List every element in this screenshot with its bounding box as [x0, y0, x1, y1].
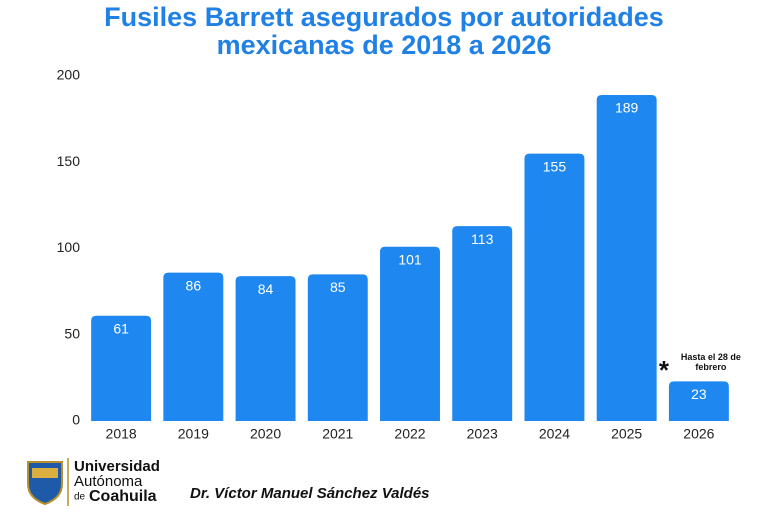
value-label: 113: [471, 231, 494, 247]
y-tick-label: 200: [57, 67, 81, 83]
bar: [524, 153, 585, 421]
university-name: de: [74, 492, 86, 503]
x-tick-label: 2023: [467, 426, 498, 442]
annotation-marker: *: [658, 355, 669, 386]
x-tick-label: 2018: [106, 426, 137, 442]
x-tick-label: 2024: [539, 426, 570, 442]
bar: [307, 274, 368, 421]
value-label: 61: [113, 320, 129, 336]
y-tick-label: 100: [57, 239, 81, 255]
y-tick-label: 50: [64, 325, 80, 341]
x-tick-label: 2022: [394, 426, 425, 442]
y-tick-label: 0: [72, 412, 80, 428]
x-tick-label: 2019: [178, 426, 209, 442]
bar: [596, 94, 657, 421]
x-tick-label: 2026: [683, 426, 714, 442]
value-label: 86: [186, 277, 202, 293]
bar: [452, 226, 513, 421]
x-tick-label: 2020: [250, 426, 281, 442]
author: Dr. Víctor Manuel Sánchez Valdés: [190, 485, 430, 502]
chart-title: Fusiles Barrett asegurados por autoridad…: [104, 2, 664, 32]
bar: [163, 272, 224, 421]
bar: [235, 276, 296, 421]
y-tick-label: 150: [57, 153, 81, 169]
value-label: 189: [615, 100, 639, 116]
university-name: Universidad: [74, 458, 160, 475]
university-name: Autónoma: [74, 473, 143, 490]
chart-title: mexicanas de 2018 a 2026: [217, 30, 552, 60]
logo: [27, 458, 69, 506]
value-label: 84: [258, 281, 274, 297]
annotation: Hasta el 28 de febrero: [680, 352, 741, 373]
x-tick-label: 2021: [322, 426, 353, 442]
bar: [380, 246, 440, 421]
bar: [668, 381, 729, 421]
university-name: Coahuila: [89, 488, 157, 505]
value-label: 101: [398, 251, 422, 267]
bar: [91, 315, 152, 421]
x-tick-label: 2025: [611, 426, 642, 442]
value-label: 85: [330, 279, 346, 295]
value-label: 23: [691, 386, 707, 402]
value-label: 155: [543, 158, 567, 174]
